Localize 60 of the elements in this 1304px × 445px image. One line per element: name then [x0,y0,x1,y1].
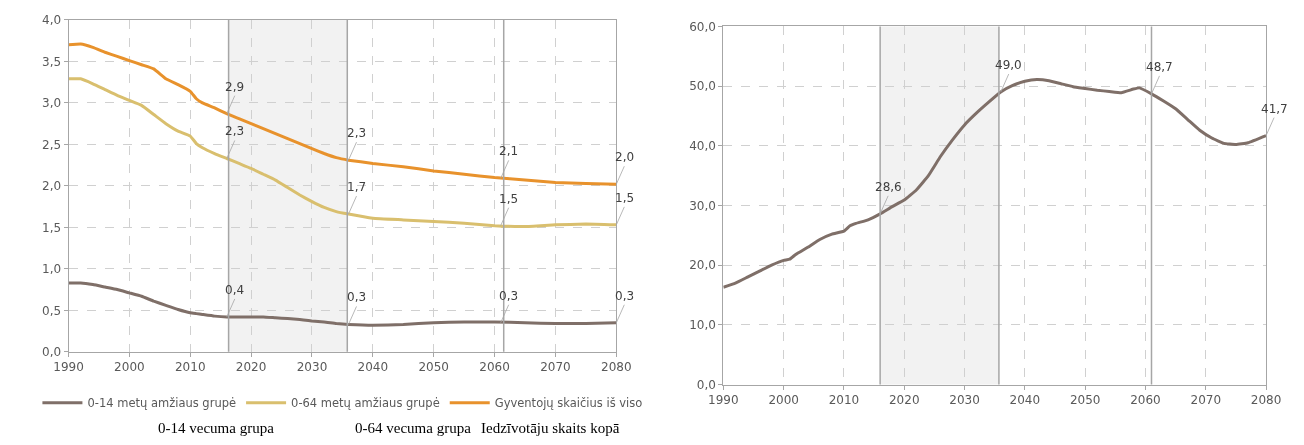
x-tick-label: 1990 [708,392,739,407]
y-tick-label: 3,0 [42,96,62,111]
y-tick-label: 60,0 [689,19,716,34]
y-tick-label: 1,0 [42,262,62,277]
legend-label: 0-64 metų amžiaus grupė [291,396,440,411]
x-tick-label: 1990 [53,360,84,375]
line-series [68,281,617,327]
x-tick-label: 2010 [174,360,206,375]
x-tick-label: 2070 [1190,392,1222,407]
text: Iedzīvotāju skaits kopā [481,420,620,436]
y-tick-label: 40,0 [689,138,716,153]
y-tick-label: 20,0 [689,258,716,273]
annotation: 1,7 [347,180,367,194]
annotation: 1,5 [499,192,519,206]
y-tick-label: 10,0 [689,318,716,333]
x-tick-label: 2050 [1069,392,1101,407]
y-tick-label: 30,0 [689,198,716,213]
text: 0-64 vecuma grupa [355,420,472,436]
annotation: 2,9 [225,80,245,94]
y-tick-label: 2,0 [42,179,62,194]
line-series [68,77,617,229]
annotation: 41,7 [1261,102,1288,116]
annotation: 2,3 [347,126,367,140]
annotation: 0,4 [225,283,245,297]
annotation: 28,6 [875,180,902,194]
legend-label: Gyventojų skaičius iš viso [494,396,643,411]
annotation: 2,3 [225,124,245,138]
x-tick-label: 2010 [828,392,860,407]
annotation: 48,7 [1146,60,1173,74]
x-tick-label: 2020 [235,360,267,375]
x-tick-label: 2040 [1009,392,1041,407]
y-tick-label: 4,0 [42,13,62,28]
x-tick-label: 2050 [418,360,449,375]
x-tick-label: 2020 [888,392,920,407]
x-tick-label: 2060 [1130,392,1161,407]
y-tick-label: 1,5 [42,220,62,235]
annotation: 0,3 [347,290,367,304]
y-tick-label: 0,0 [696,377,716,392]
x-tick-label: 2060 [479,360,510,375]
y-tick-label: 3,5 [42,54,62,69]
y-tick-label: 0,5 [42,303,62,318]
annotation: 2,0 [615,150,635,164]
annotation: 0,3 [499,289,519,303]
x-tick-label: 2080 [1250,392,1282,407]
y-tick-label: 50,0 [689,79,716,94]
text: 0-14 vecuma grupa [158,420,275,436]
x-tick-label: 2080 [601,360,632,375]
annotation: 2,1 [499,144,519,158]
y-tick-label: 0,0 [42,345,62,359]
x-tick-label: 2000 [768,392,799,407]
x-tick-label: 2040 [357,360,389,375]
x-tick-label: 2000 [114,360,145,375]
y-tick-label: 2,5 [42,137,62,152]
x-tick-label: 2030 [949,392,980,407]
annotation: 1,5 [615,191,635,205]
annotation: 0,3 [615,289,635,303]
annotation: 49,0 [995,58,1022,72]
legend-label: 0-14 metų amžiaus grupė [87,396,237,411]
x-tick-label: 2030 [296,360,328,375]
x-tick-label: 2070 [540,360,571,375]
